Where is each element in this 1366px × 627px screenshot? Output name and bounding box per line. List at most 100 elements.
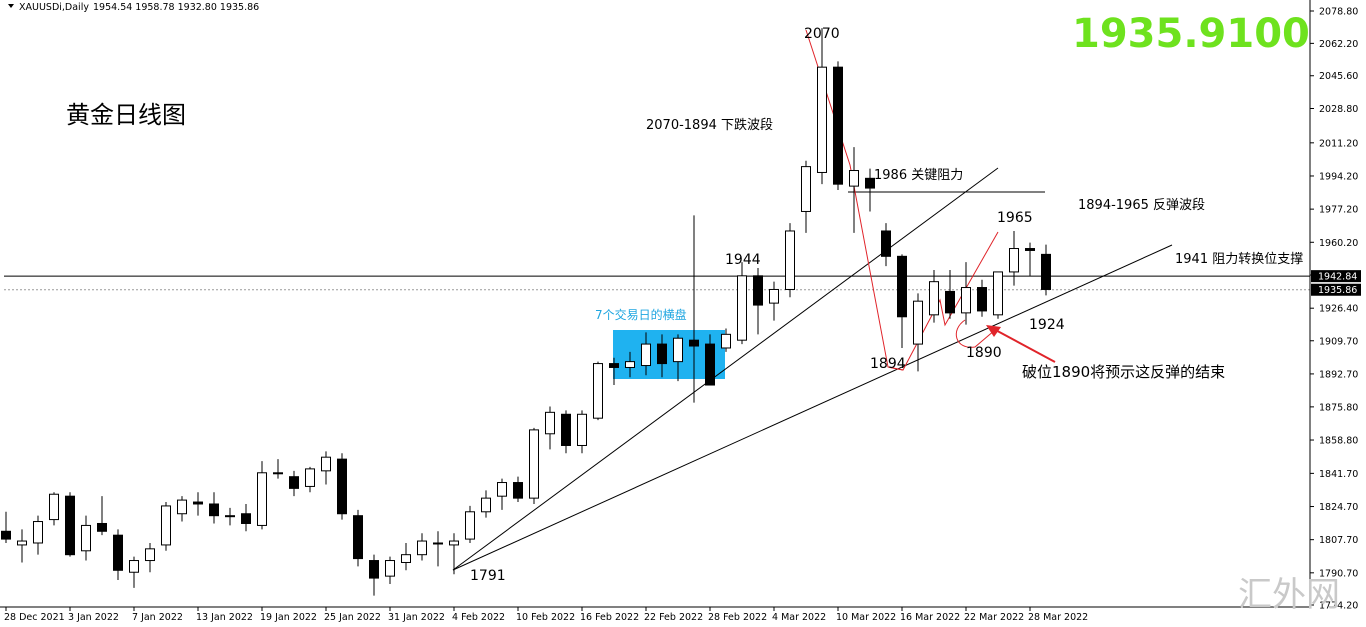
candle (881, 223, 891, 267)
label-1894: 1894 (870, 356, 906, 372)
candle (817, 28, 827, 185)
candle-body (945, 290, 955, 314)
candle (609, 357, 619, 386)
candle-body (961, 287, 971, 314)
price-marker-2 (1311, 283, 1361, 296)
arrow-shaft (989, 326, 1056, 363)
candle-body (721, 333, 731, 349)
candle (465, 505, 475, 543)
price-tick-label: 1841.70 (1319, 469, 1358, 480)
candle-body (273, 472, 283, 475)
candle (17, 529, 27, 563)
candle (385, 556, 395, 584)
chart-title: 黄金日线图 (66, 101, 186, 129)
candle (657, 334, 667, 378)
price-tick-label: 1977.20 (1319, 205, 1358, 216)
time-tick-label: 25 Jan 2022 (324, 612, 381, 623)
candle (913, 293, 923, 372)
candle-body (369, 560, 379, 579)
candle-body (929, 281, 939, 316)
uptrend-line-support (452, 244, 1173, 571)
candle (1009, 230, 1019, 286)
wave-bottom-line (887, 366, 904, 371)
price-tick-label: 2028.80 (1319, 104, 1358, 115)
candle-body (769, 288, 779, 304)
candle-body (913, 300, 923, 345)
candle (673, 334, 683, 382)
candle (993, 271, 1003, 319)
candle-body (849, 170, 859, 187)
label-1791: 1791 (470, 568, 506, 584)
time-tick-label: 19 Jan 2022 (260, 612, 317, 623)
time-tick-label: 31 Jan 2022 (388, 612, 445, 623)
candle-body (129, 560, 139, 573)
price-tick-label: 2011.20 (1319, 138, 1358, 149)
label-2070: 2070 (804, 26, 840, 42)
candle-body (881, 230, 891, 257)
price-tick-label: 1824.70 (1319, 502, 1358, 513)
price-tick-label: 1790.70 (1319, 568, 1358, 579)
candle-body (609, 363, 619, 368)
candle (689, 215, 699, 403)
uptrend-line-steep (452, 167, 999, 571)
time-tick-label: 28 Feb 2022 (708, 612, 767, 623)
candle-body (689, 339, 699, 347)
candle-body (97, 522, 107, 532)
time-tick-label: 16 Mar 2022 (900, 612, 960, 623)
candle-body (449, 540, 459, 546)
candle-body (865, 177, 875, 189)
candle-body (561, 413, 571, 446)
candle-body (673, 337, 683, 363)
candle (801, 160, 811, 233)
price-tick-label: 1994.20 (1319, 171, 1358, 182)
candle (65, 492, 75, 557)
candle-body (241, 513, 251, 524)
candle-body (641, 343, 651, 367)
candle-body (977, 287, 987, 312)
label-resistance-1986: 1986 关键阻力 (874, 168, 963, 183)
candle (529, 427, 539, 504)
candle-body (657, 343, 667, 365)
label-1944: 1944 (725, 252, 761, 268)
candle-body (465, 511, 475, 540)
candle-body (161, 505, 171, 546)
candle-body (1025, 248, 1035, 251)
candle-body (353, 515, 363, 560)
time-tick-label: 10 Mar 2022 (836, 612, 896, 623)
candle (241, 503, 251, 532)
candle-body (385, 560, 395, 577)
candle-body (801, 166, 811, 212)
candle (289, 470, 299, 497)
candle-body (81, 524, 91, 552)
time-tick-label: 28 Dec 2021 (4, 612, 65, 623)
candle-body (177, 499, 187, 515)
candle (337, 453, 347, 520)
candle-body (145, 548, 155, 562)
candle (401, 542, 411, 571)
candle (449, 533, 459, 575)
candle (1, 511, 11, 543)
price-tick-label: 1892.70 (1319, 369, 1358, 380)
price-tick-label: 1807.70 (1319, 535, 1358, 546)
price-tick-label: 1960.20 (1319, 238, 1358, 249)
candle (593, 361, 603, 421)
candle (897, 254, 907, 348)
candle-body (897, 255, 907, 318)
time-tick-label: 10 Feb 2022 (516, 612, 575, 623)
price-tick-label: 1909.70 (1319, 336, 1358, 347)
candle-body (705, 343, 715, 386)
candle-body (833, 66, 843, 185)
candle (753, 268, 763, 335)
candle (737, 262, 747, 345)
time-tick-label: 3 Jan 2022 (68, 612, 119, 623)
candle-body (481, 497, 491, 513)
candle-body (817, 66, 827, 173)
price-tick-label: 2062.20 (1319, 39, 1358, 50)
price-tick-label: 1858.80 (1319, 436, 1358, 447)
candle-body (737, 275, 747, 341)
candle (849, 147, 859, 233)
price-marker-1 (1311, 270, 1361, 283)
candle (945, 269, 955, 319)
